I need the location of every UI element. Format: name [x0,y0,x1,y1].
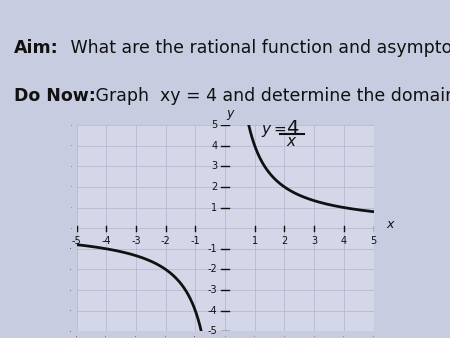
Text: -1: -1 [190,236,200,246]
Text: 1: 1 [252,236,258,246]
Text: $y=$: $y=$ [261,123,286,139]
Text: 4: 4 [286,119,298,138]
Text: -4: -4 [208,306,218,316]
Text: x: x [386,218,393,231]
Text: -3: -3 [208,285,218,295]
Text: 5: 5 [370,236,377,246]
Text: 2: 2 [281,236,288,246]
Text: -5: -5 [72,236,81,246]
Text: 5: 5 [212,120,218,130]
Text: Do Now:: Do Now: [14,87,95,104]
Text: -2: -2 [208,264,218,274]
Text: -3: -3 [131,236,141,246]
Text: What are the rational function and asymptotes?: What are the rational function and asymp… [65,39,450,57]
Text: y: y [227,107,234,120]
Text: $x$: $x$ [286,134,297,149]
Text: -5: -5 [208,326,218,336]
Text: 1: 1 [212,202,218,213]
Text: 4: 4 [341,236,347,246]
Text: -4: -4 [101,236,111,246]
Text: 3: 3 [311,236,317,246]
Text: -2: -2 [161,236,171,246]
Text: 2: 2 [212,182,218,192]
Text: Graph  xy = 4 and determine the domain: Graph xy = 4 and determine the domain [90,87,450,104]
Text: Aim:: Aim: [14,39,58,57]
Text: 4: 4 [212,141,218,151]
Text: 3: 3 [212,161,218,171]
Text: -1: -1 [208,244,218,254]
